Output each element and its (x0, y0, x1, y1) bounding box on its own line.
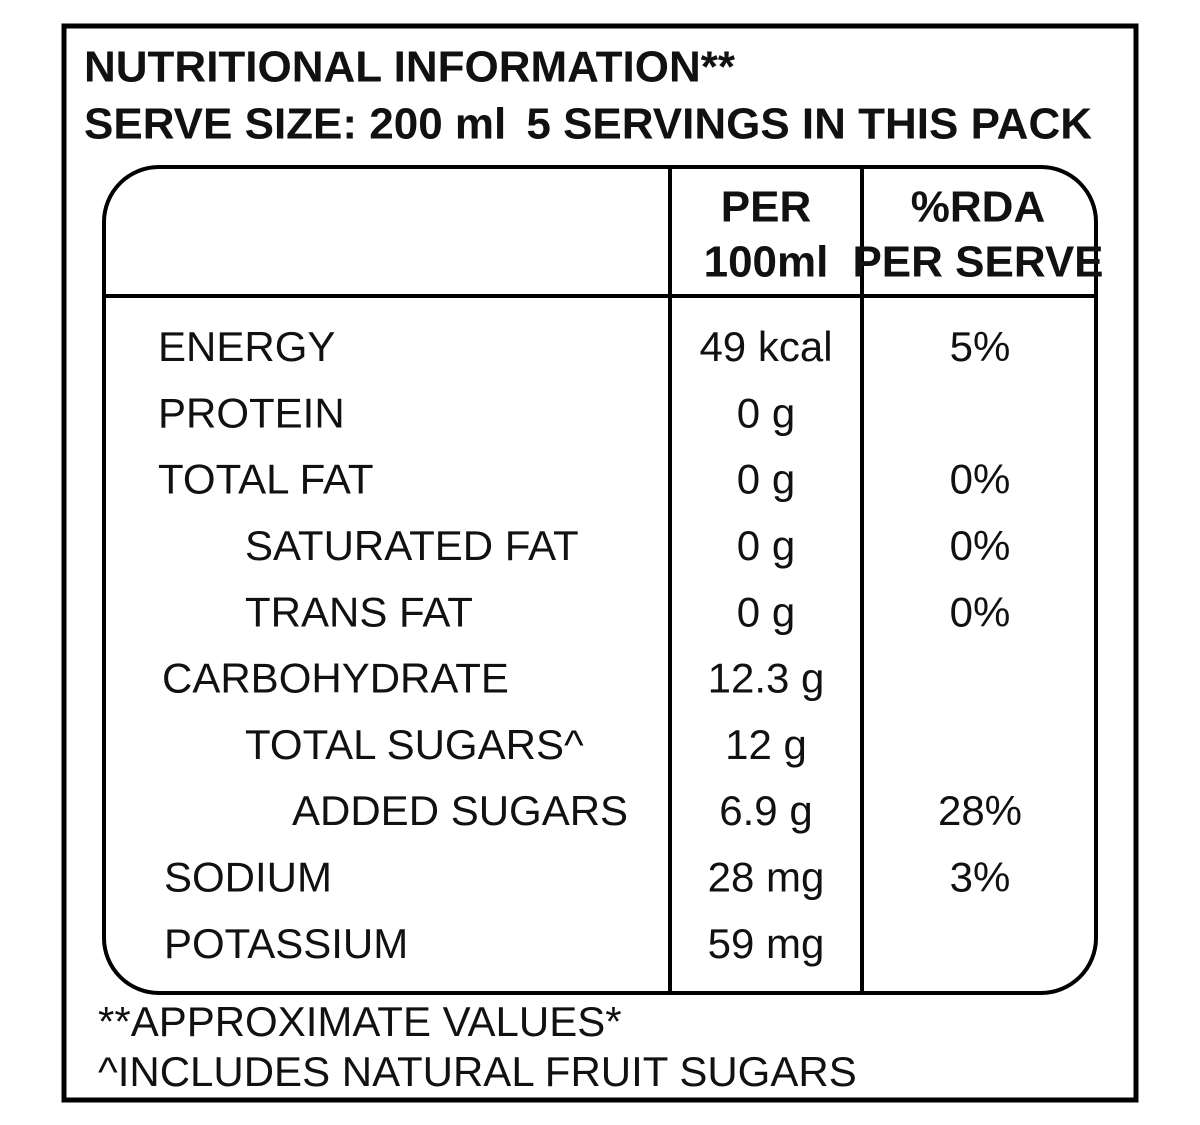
nutrient-name: CARBOHYDRATE (162, 655, 509, 702)
nutrient-name: TRANS FAT (245, 588, 473, 635)
per-100ml: 0 g (737, 389, 795, 436)
nutrient-name: TOTAL SUGARS^ (245, 721, 584, 768)
column-header: %RDA (911, 183, 1045, 232)
per-100ml: 0 g (737, 588, 795, 635)
nutrient-name: ADDED SUGARS (292, 787, 628, 834)
per-100ml: 0 g (737, 456, 795, 503)
per-100ml: 6.9 g (719, 787, 812, 834)
serve-size: SERVE SIZE: 200 ml (84, 100, 506, 149)
per-100ml: 12.3 g (708, 655, 825, 702)
servings: 5 SERVINGS IN THIS PACK (526, 100, 1092, 149)
per-100ml: 49 kcal (699, 323, 832, 370)
outer-border (61, 23, 1139, 1103)
nutrient-name: POTASSIUM (164, 920, 408, 967)
rda-per-serve: 0% (950, 456, 1011, 503)
nutrient-name: TOTAL FAT (158, 456, 373, 503)
per-100ml: 59 mg (708, 920, 825, 967)
rows: ENERGY 49 kcal 5% PROTEIN 0 g TOTAL FAT 0 g 0% S… (158, 323, 1022, 967)
rda-per-serve: 5% (950, 323, 1011, 370)
rda-per-serve: 28% (938, 787, 1022, 834)
column-header: PER SERVE (852, 238, 1103, 287)
footnote: **APPROXIMATE VALUES* (98, 998, 622, 1045)
table-border (102, 165, 1098, 995)
nutrient-name: SODIUM (164, 853, 332, 900)
footnote: ^INCLUDES NATURAL FRUIT SUGARS (98, 1048, 857, 1095)
rda-per-serve: 0% (950, 522, 1011, 569)
per-100ml: 28 mg (708, 853, 825, 900)
column-header: 100ml (704, 238, 829, 287)
nutrient-name: SATURATED FAT (245, 522, 579, 569)
title: NUTRITIONAL INFORMATION** (84, 43, 736, 92)
rda-per-serve: 0% (950, 588, 1011, 635)
rda-per-serve: 3% (950, 853, 1011, 900)
per-100ml: 0 g (737, 522, 795, 569)
column-header: PER (721, 183, 811, 232)
nutrient-name: PROTEIN (158, 389, 345, 436)
per-100ml: 12 g (725, 721, 807, 768)
nutrient-name: ENERGY (158, 323, 335, 370)
